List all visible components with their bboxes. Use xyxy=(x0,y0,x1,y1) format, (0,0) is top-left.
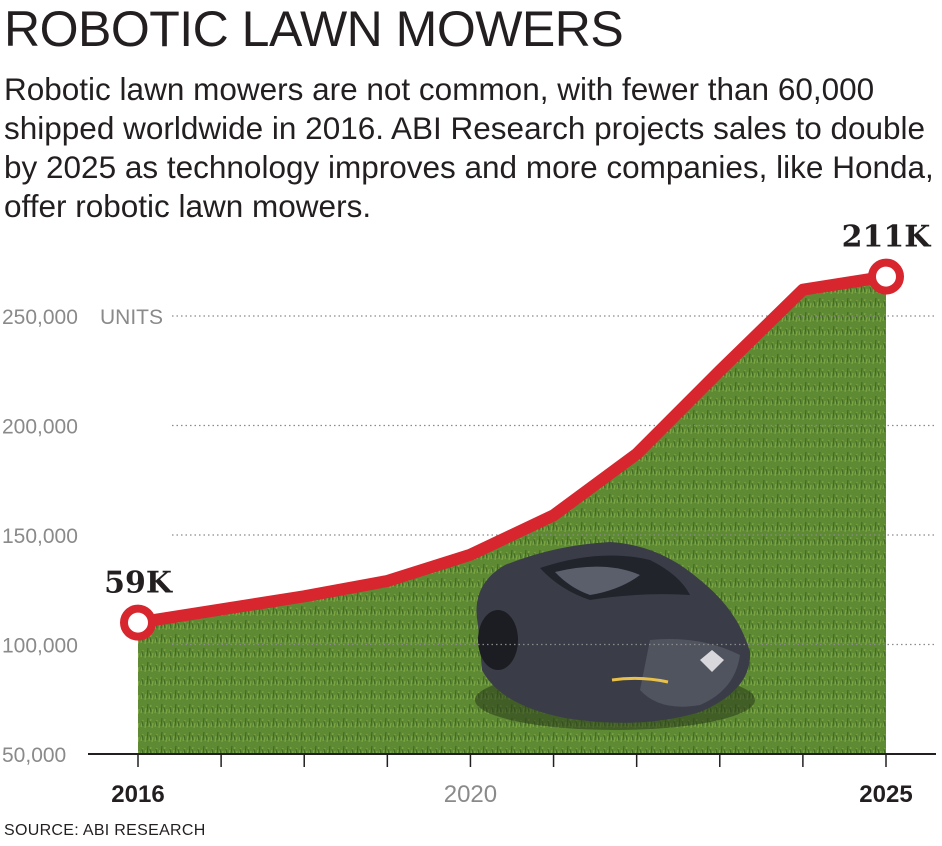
y-tick-label: 200,000 xyxy=(2,416,78,439)
x-tick-label: 2020 xyxy=(444,781,497,808)
x-axis: 2016 2020 2025 xyxy=(88,753,936,808)
series-line xyxy=(132,270,892,629)
series-line-layer xyxy=(132,270,892,629)
chart-title: ROBOTIC LAWN MOWERS xyxy=(4,1,624,57)
data-point-marker xyxy=(868,258,904,295)
data-annotations: 59K 211K xyxy=(104,220,932,641)
chart-subtitle: Robotic lawn mowers are not common, with… xyxy=(4,71,934,224)
robotic-mower-image xyxy=(475,542,755,730)
x-tick-label: 2016 xyxy=(111,781,164,808)
y-axis-unit-label: UNITS xyxy=(100,306,163,329)
y-tick-label: 50,000 xyxy=(2,744,66,767)
y-tick-label: 150,000 xyxy=(2,525,78,548)
x-tick-label: 2025 xyxy=(859,781,912,808)
data-point-marker xyxy=(120,604,156,641)
data-label: 211K xyxy=(842,220,932,255)
y-tick-label: 250,000 xyxy=(2,306,78,329)
y-tick-label: 100,000 xyxy=(2,635,78,658)
data-label: 59K xyxy=(104,566,173,601)
gridlines xyxy=(172,315,936,646)
y-axis-tick-labels: 50,000 100,000 150,000 200,000 250,000 UNITS xyxy=(2,306,163,767)
source-note: SOURCE: ABI RESEARCH xyxy=(4,822,206,839)
